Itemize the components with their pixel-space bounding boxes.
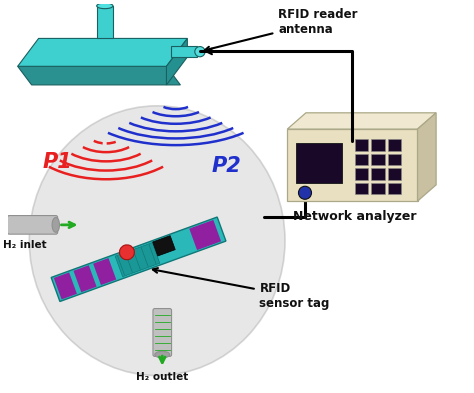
Bar [372,139,384,151]
Text: H₂ inlet: H₂ inlet [3,240,46,250]
Bar [287,129,418,201]
Ellipse shape [52,217,60,232]
Text: RFID reader
antenna: RFID reader antenna [205,8,357,51]
Bar [372,154,384,165]
Ellipse shape [299,186,311,199]
Bar [355,183,368,194]
Polygon shape [97,6,113,39]
Text: RFID
sensor tag: RFID sensor tag [153,268,330,310]
Bar [153,236,175,256]
Polygon shape [418,113,436,201]
Polygon shape [18,39,187,66]
FancyBboxPatch shape [8,216,58,234]
Bar [296,143,342,184]
Bar [388,168,401,180]
Bar [73,265,97,292]
Bar [388,154,401,165]
FancyBboxPatch shape [153,309,172,356]
Ellipse shape [195,46,205,57]
Text: Network analyzer: Network analyzer [293,210,417,224]
Bar [355,168,368,180]
Polygon shape [166,39,187,85]
Ellipse shape [119,245,134,260]
Bar [355,154,368,165]
Ellipse shape [155,351,170,358]
Text: P1: P1 [42,152,72,172]
Polygon shape [287,113,436,129]
Bar [355,139,368,151]
Bar [388,183,401,194]
Polygon shape [18,66,181,85]
Bar [372,168,384,180]
Text: P2: P2 [212,156,242,176]
Bar [93,258,116,285]
Ellipse shape [29,106,285,375]
Polygon shape [171,46,197,57]
Bar [388,139,401,151]
Bar [51,217,226,301]
Bar [115,242,160,277]
Bar [372,183,384,194]
Ellipse shape [97,3,113,9]
Bar [54,272,77,299]
Text: H₂ outlet: H₂ outlet [136,372,188,382]
Bar [189,220,221,250]
